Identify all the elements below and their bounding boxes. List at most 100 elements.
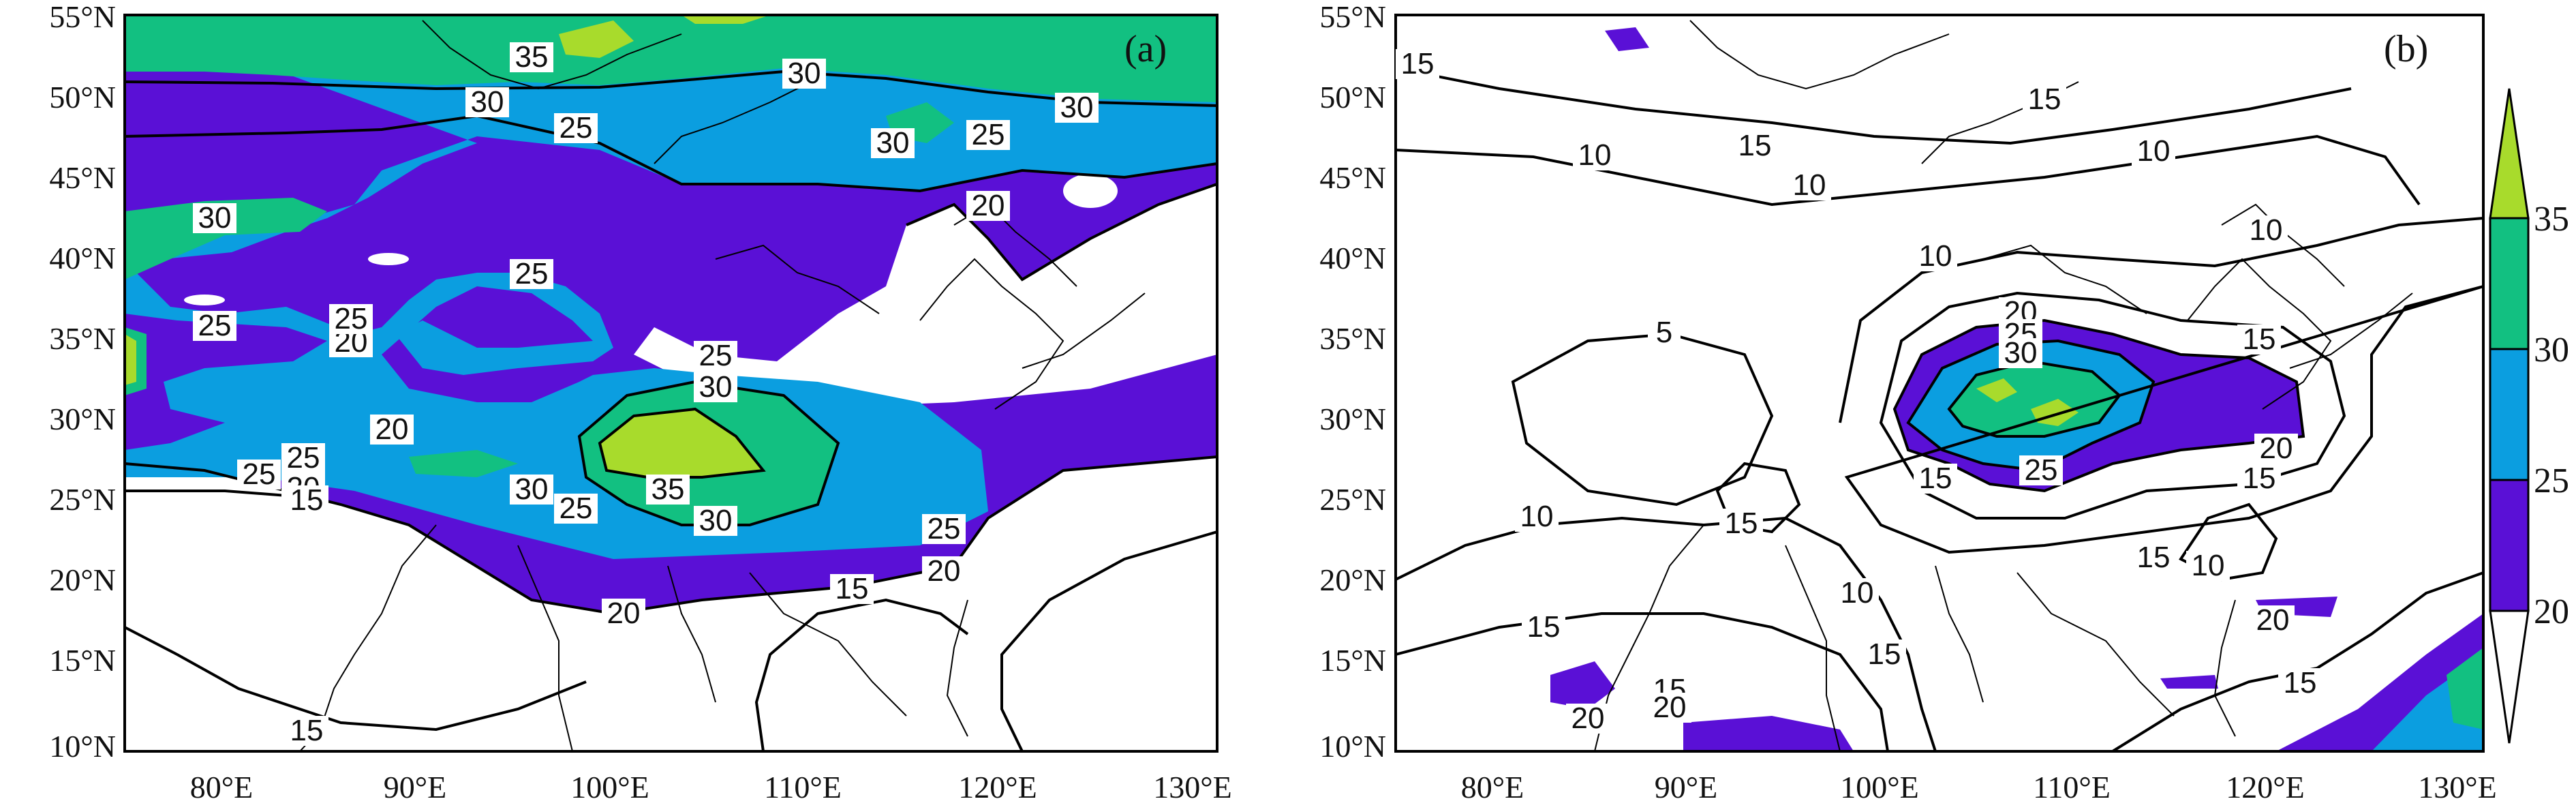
lat-tick: 40°N [1319,241,1386,275]
svg-text:30: 30 [788,57,821,90]
panel-a-contour-25-north [125,114,1217,193]
panel-b-clabel: 25 [2019,453,2063,487]
colorbar-label: 35 [2534,200,2569,239]
panel-b-region-20-25d [1683,716,1854,751]
svg-text:5: 5 [1656,316,1672,349]
lat-tick: 10°N [1319,729,1386,764]
svg-text:15: 15 [2028,82,2061,116]
panel-b-clabel: 10 [1788,168,1831,202]
lat-tick: 15°N [1319,643,1386,678]
panel-a-coastline [299,20,1146,751]
panel-b-clabel: 20 [2251,603,2295,637]
panel-b-clabel: 15 [1719,507,1763,540]
svg-text:15: 15 [2243,322,2276,356]
panel-a-clabel: 20 [966,189,1010,222]
lat-tick: 55°N [49,0,116,34]
panel-a-region-35-40c [681,15,770,24]
panel-a-clabel: 30 [694,370,737,404]
svg-text:10: 10 [1520,500,1554,533]
colorbar-segment-25-30 [2489,348,2530,481]
lon-tick: 100°E [570,770,649,805]
panel-a-clabel: 25 [922,512,966,545]
colorbar-segment-30-35 [2489,217,2530,350]
panel-b-frame [1394,14,2485,753]
svg-text:10: 10 [1793,168,1826,202]
panel-b-lon-axis: 80°E 90°E 100°E 110°E 120°E 130°E [1461,770,2497,805]
svg-text:10: 10 [2137,134,2171,168]
colorbar-segment-20-25 [2489,479,2530,612]
lon-tick: 110°E [764,770,842,805]
lon-tick: 130°E [1153,770,1232,805]
svg-text:15: 15 [2137,541,2171,574]
lon-tick: 80°E [1461,770,1524,805]
panel-a-clabel: 25 [966,118,1010,151]
svg-text:30: 30 [471,85,504,119]
lon-tick: 90°E [1655,770,1718,805]
svg-text:30: 30 [198,201,232,235]
panel-b-clabel: 15 [1396,47,1439,80]
panel-b-contour-central-25 [1906,339,2156,472]
panel-a-clabel: 35 [646,472,690,506]
lon-tick: 130°E [2418,770,2497,805]
svg-text:25: 25 [972,118,1005,151]
colorbar-label: 20 [2534,592,2569,631]
lat-tick: 15°N [49,643,116,678]
svg-text:30: 30 [515,472,549,506]
svg-text:20: 20 [972,189,1005,222]
svg-text:20: 20 [375,412,409,446]
svg-text:15: 15 [290,714,324,747]
panel-a-contour-30-core [577,380,840,526]
panel-a-region-30-35 [125,15,1217,102]
panel-a-contour-35-core [598,407,766,479]
svg-text:25: 25 [927,512,961,545]
panel-b-clabel: 15 [1522,610,1565,644]
panel-a-clabel: 30 [871,126,915,160]
panel-a-clabel: 15 [285,714,328,747]
svg-text:25: 25 [287,441,320,475]
lon-tick: 120°E [2226,770,2305,805]
panel-a-region-35-40d [125,334,136,385]
svg-text:20: 20 [1571,702,1605,735]
panel-b-clabel: 5 [1648,316,1681,349]
panel-a-region-35-40b [559,20,634,58]
lat-tick: 40°N [49,241,116,275]
panel-a-clabel: 30 [694,504,737,537]
lat-tick: 10°N [49,729,116,764]
colorbar: 35 30 25 20 [2489,88,2569,744]
lat-tick: 35°N [49,321,116,356]
svg-text:30: 30 [699,370,733,404]
lat-tick: 30°N [1319,402,1386,436]
panel-b-clabel: 15 [1733,129,1777,162]
panel-a-region-35-40 [600,409,763,477]
lon-tick: 120°E [958,770,1037,805]
lat-tick: 25°N [49,482,116,517]
panel-a-clabel: 25 [193,309,236,342]
panel-b-region-30-35b [2447,648,2483,730]
svg-text:25: 25 [699,339,733,372]
svg-text:15: 15 [2243,462,2276,495]
svg-text:35: 35 [651,472,685,506]
panel-b-clabel: 20 [1648,691,1691,724]
panel-b-clabel: 15 [2237,322,2281,356]
svg-text:30: 30 [2004,336,2038,370]
panel-a-clabel: 30 [510,472,553,506]
panel-a-contour-15-south [125,626,587,732]
panel-b-label: (b) [2384,28,2428,70]
lat-tick: 30°N [49,402,116,436]
colorbar-top-triangle [2489,88,2530,220]
panel-a-fill [125,15,1217,751]
svg-text:25: 25 [335,302,368,335]
panel-b-contour-labels: 15 15 10 10 15 10 10 10 20 25 30 5 15 15… [1396,47,2322,735]
panel-a-label: (a) [1124,28,1167,70]
lat-tick: 20°N [1319,562,1386,597]
panel-a-clabel: 15 [830,572,874,605]
lat-tick: 25°N [1319,482,1386,517]
panel-b-clabel: 20 [1566,702,1610,735]
colorbar-label: 25 [2534,462,2569,500]
panel-a-contour-20-east [906,183,1217,282]
svg-text:15: 15 [290,483,324,517]
panel-a-clabel: 30 [465,85,509,119]
svg-text:25: 25 [559,492,593,525]
panel-b-fill [1396,15,2483,751]
